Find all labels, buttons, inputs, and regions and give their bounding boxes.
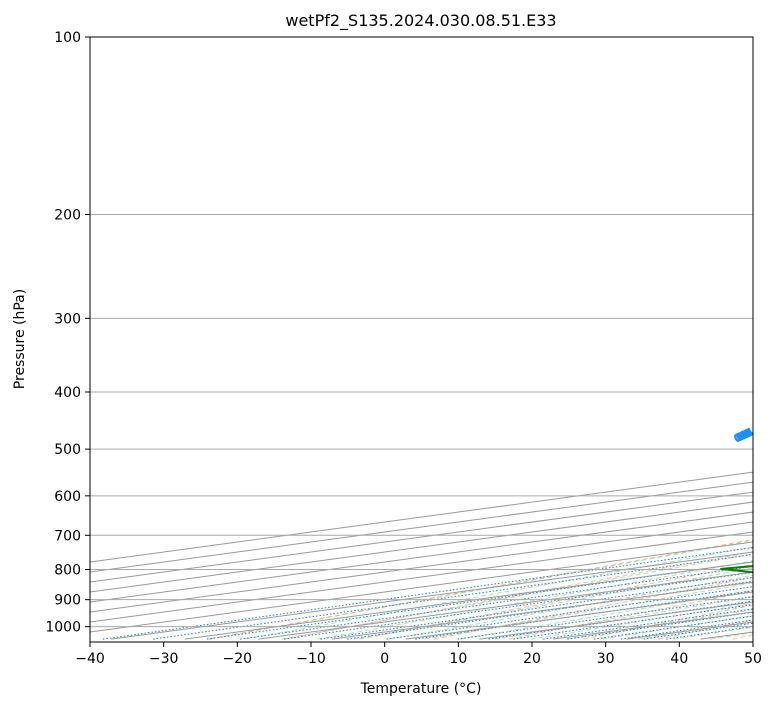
x-tick-label: 20 <box>523 651 541 667</box>
moist-adiabat <box>459 589 753 640</box>
moist-adiabat <box>388 574 753 640</box>
dry-adiabat <box>284 551 753 640</box>
y-tick-label: 800 <box>54 563 81 579</box>
chart-title: wetPf2_S135.2024.030.08.51.E33 <box>285 11 556 31</box>
y-tick-label: 200 <box>54 208 81 224</box>
x-tick-label: 30 <box>597 651 615 667</box>
isotherm <box>90 521 753 613</box>
dry-adiabat <box>433 576 753 640</box>
moist-adiabat <box>530 602 753 640</box>
moist-adiabat <box>281 553 753 640</box>
y-tick-label: 400 <box>54 385 81 401</box>
isotherm <box>405 591 753 640</box>
y-tick-label: 300 <box>54 311 81 327</box>
moist-adiabat <box>244 546 753 640</box>
dry-adiabat <box>583 604 753 640</box>
mixing-ratio-label: 30 <box>734 426 754 444</box>
x-tick-label: −30 <box>149 651 179 667</box>
x-tick-label: 50 <box>744 651 762 667</box>
mixing-ratio-line <box>666 625 753 640</box>
dry-adiabat <box>508 590 753 640</box>
moist-adiabat <box>494 596 753 640</box>
mixing-ratio-line <box>347 580 753 640</box>
mixing-ratio-label: 20 <box>734 426 754 444</box>
mixing-ratio-label: 13 <box>734 426 753 444</box>
isotherm <box>111 551 753 640</box>
mixing-ratio-label: 16 <box>734 426 754 444</box>
isotherm <box>90 531 753 623</box>
isotherm <box>90 491 753 583</box>
dry-adiabat <box>209 538 753 640</box>
mixing-ratio-label: 36 <box>734 426 754 444</box>
mixing-ratio-line <box>153 553 753 640</box>
isotherm <box>90 511 753 603</box>
plot-frame <box>89 36 754 643</box>
mixing-ratio-line <box>457 596 753 640</box>
x-tick-label: 40 <box>670 651 688 667</box>
y-tick-label: 100 <box>54 30 81 46</box>
x-tick-label: 10 <box>449 651 467 667</box>
isotherm <box>90 471 753 563</box>
x-tick-label: −40 <box>75 651 105 667</box>
y-axis-label: Pressure (hPa) <box>12 289 28 389</box>
mixing-ratio-line <box>386 586 753 640</box>
x-axis: −40 −30 −20 −10 0 10 20 30 40 50 <box>75 642 762 667</box>
moist-adiabat <box>208 539 753 640</box>
y-tick-label: 700 <box>54 528 81 544</box>
isotherm <box>90 501 753 593</box>
mixing-ratio-line <box>320 576 753 640</box>
isotherm <box>700 631 753 640</box>
y-tick-label: 1000 <box>45 620 81 636</box>
y-axis: 100 200 300 400 500 600 700 800 900 1000 <box>45 30 90 636</box>
background-lines <box>90 37 753 640</box>
mixing-ratio-line <box>283 571 753 640</box>
isotherm <box>90 481 753 573</box>
y-tick-label: 500 <box>54 442 81 458</box>
x-tick-label: −20 <box>223 651 253 667</box>
x-axis-label: Temperature (°C) <box>360 681 482 697</box>
moist-adiabat <box>424 582 753 640</box>
y-tick-label: 900 <box>54 593 81 609</box>
mixing-ratio-line <box>240 565 753 640</box>
moist-adiabat <box>673 626 753 640</box>
dry-adiabat <box>732 634 753 640</box>
mixing-ratio-label: 10 <box>734 426 754 444</box>
mixing-ratio-label: 25 <box>734 426 753 444</box>
x-tick-label: 0 <box>380 651 389 667</box>
moist-adiabat <box>353 567 753 640</box>
x-tick-label: −10 <box>296 651 326 667</box>
y-tick-label: 600 <box>54 489 81 505</box>
